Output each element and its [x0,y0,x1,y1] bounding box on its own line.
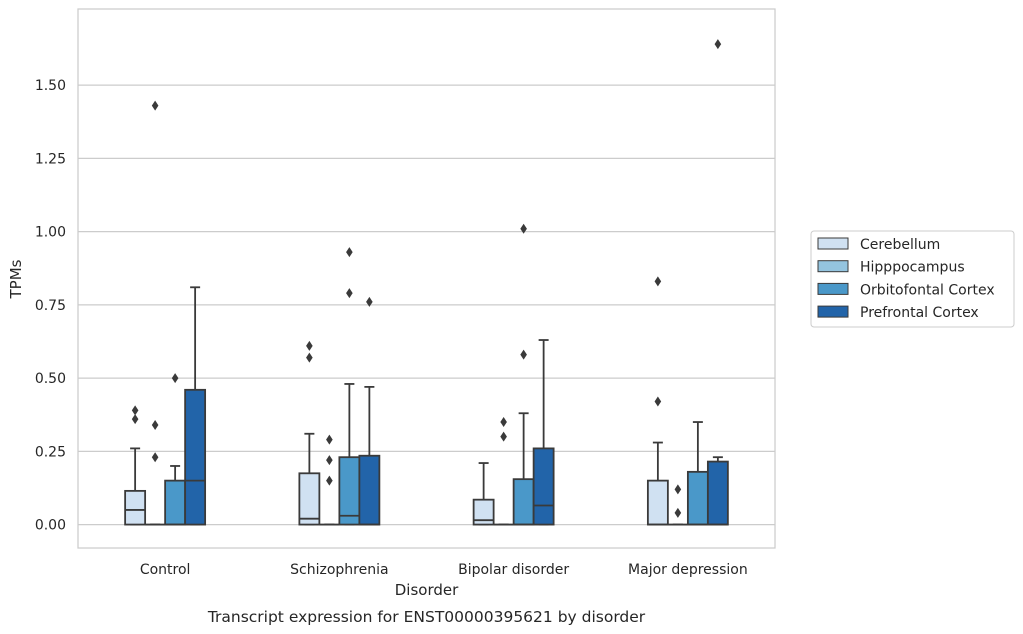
legend-label: Orbitofontal Cortex [860,282,995,298]
outlier-point [674,507,682,518]
box-body [472,498,495,526]
outlier-point [674,484,682,495]
y-tick-label: 1.25 [35,151,66,167]
box-prefrontal-cortex [706,39,729,526]
x-tick-label: Schizophrenia [290,562,388,578]
plot-frame [77,8,776,549]
outlier-point [654,396,662,407]
legend-swatch [817,237,849,250]
box-orbitofontal-cortex [512,223,535,526]
box-cerebellum [646,276,669,526]
plot-area [78,9,775,548]
y-tick-label: 0.25 [35,444,66,460]
box-prefrontal-cortex [184,286,207,526]
y-tick-label: 1.50 [35,78,66,94]
box-cerebellum [298,340,321,526]
x-axis-ticks: Control Schizophrenia Bipolar disorder Majo… [140,562,748,578]
y-tick-label: 0.00 [35,518,66,534]
outlier-point [346,288,353,299]
legend-label: Cerebellum [860,237,940,253]
outlier-point [151,100,159,111]
outlier-point [151,419,159,430]
outlier-point [306,340,313,351]
outlier-point [151,452,159,463]
box-body [184,388,207,526]
y-tick-label: 0.75 [35,298,66,314]
y-tick-label: 1.00 [35,225,66,241]
outlier-point [520,223,527,234]
box-hipppocampus [667,484,688,526]
outlier-point [654,276,662,287]
box-orbitofontal-cortex [338,247,361,526]
boxes [124,39,729,526]
x-tick-label: Bipolar disorder [458,562,569,578]
outlier-point [366,296,373,307]
box-body [164,479,187,526]
outlier-point [131,405,139,416]
outlier-point [171,373,179,384]
legend-label: Prefrontal Cortex [860,305,979,321]
outlier-point [326,475,333,486]
box-cerebellum [124,405,147,526]
box-hipppocampus [145,100,166,526]
box-body [646,479,669,526]
outlier-point [326,434,333,445]
box-body [124,489,147,526]
x-axis-label: Disorder [395,581,459,599]
box-body [686,470,709,526]
y-axis-ticks: 0.00 0.25 0.50 0.75 1.00 1.25 1.50 [35,78,66,533]
outlier-point [326,455,333,466]
box-body [298,472,321,526]
outlier-point [131,414,139,425]
legend-swatch [817,305,849,318]
x-tick-label: Control [140,562,191,578]
outlier-point [500,431,507,442]
box-body [512,478,535,526]
box-prefrontal-cortex [358,296,381,526]
outlier-point [500,417,507,428]
box-body [358,454,381,526]
outlier-point [346,247,353,258]
legend: Cerebellum Hipppocampus Orbitofontal Corte… [810,230,1015,328]
y-tick-label: 0.50 [35,371,66,387]
legend-swatch [817,260,849,273]
box-hipppocampus [493,417,514,526]
box-prefrontal-cortex [532,339,555,526]
box-hipppocampus [319,434,340,526]
outlier-point [714,39,722,50]
box-body [532,447,555,526]
y-axis-label: TPMs [7,259,25,299]
legend-frame [810,230,1015,328]
box-body [338,456,361,526]
x-tick-label: Major depression [628,562,748,578]
box-orbitofontal-cortex [164,373,187,526]
box-cerebellum [472,462,495,526]
legend-label: Hipppocampus [860,260,965,276]
box-body [706,460,729,526]
chart-caption: Transcript expression for ENST0000039562… [207,608,646,626]
legend-swatch [817,282,849,295]
outlier-point [520,349,527,360]
outlier-point [306,352,313,363]
